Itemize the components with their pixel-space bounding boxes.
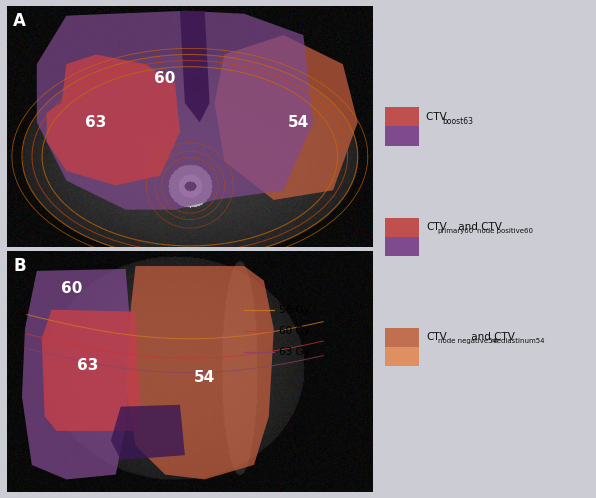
Text: 54: 54 [288, 115, 309, 130]
Text: 60: 60 [154, 71, 176, 86]
Bar [385, 347, 418, 366]
Polygon shape [22, 269, 131, 480]
Text: node negative54: node negative54 [437, 338, 496, 344]
Bar [385, 237, 418, 255]
Text: mediastinum54: mediastinum54 [490, 338, 545, 344]
Polygon shape [180, 11, 210, 123]
Polygon shape [46, 54, 180, 185]
Text: boost63: boost63 [442, 117, 473, 125]
Text: CTV: CTV [426, 112, 450, 122]
Polygon shape [111, 405, 185, 460]
Text: B: B [13, 257, 26, 275]
Bar [385, 218, 418, 237]
Text: 54: 54 [194, 370, 215, 385]
Text: 56 Gy: 56 Gy [279, 305, 309, 315]
Text: and CTV: and CTV [468, 332, 516, 342]
Text: 60 Gy: 60 Gy [279, 326, 309, 336]
Text: primary60: primary60 [437, 228, 474, 234]
Text: CTV: CTV [426, 332, 447, 342]
Text: node positive60: node positive60 [477, 228, 533, 234]
Text: 60: 60 [61, 281, 82, 296]
Text: CTV: CTV [426, 222, 447, 232]
Text: 63: 63 [77, 359, 99, 374]
Text: A: A [13, 12, 26, 30]
Polygon shape [126, 266, 274, 480]
Text: 63 Gy: 63 Gy [279, 348, 309, 358]
Text: 63: 63 [85, 115, 107, 130]
Polygon shape [215, 35, 358, 200]
Polygon shape [37, 11, 313, 210]
Polygon shape [42, 310, 141, 431]
Text: and CTV: and CTV [455, 222, 502, 232]
Bar [385, 126, 418, 145]
Bar [385, 328, 418, 347]
Bar [385, 108, 418, 126]
